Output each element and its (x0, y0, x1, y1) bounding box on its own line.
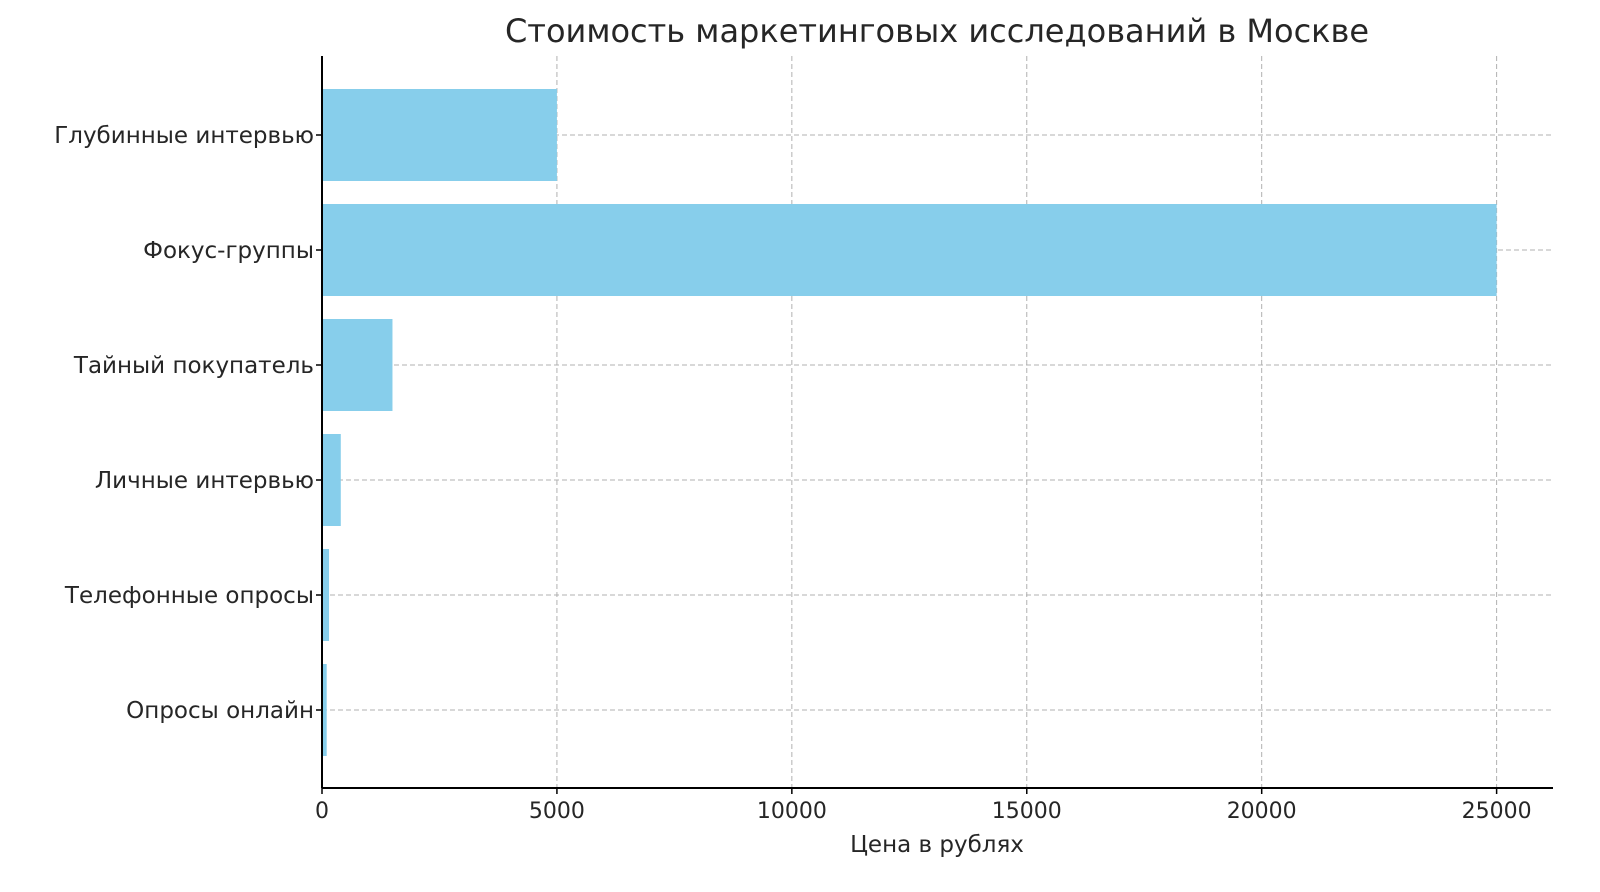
y-tick-label: Глубинные интервью (54, 123, 314, 149)
x-tick-label: 0 (315, 799, 329, 824)
y-tick-label: Опросы онлайн (126, 698, 314, 724)
x-tick-label: 20000 (1227, 799, 1297, 824)
bar (322, 204, 1497, 296)
bar (322, 434, 341, 526)
bar (322, 89, 557, 181)
x-tick-label: 5000 (529, 799, 585, 824)
y-tick-label: Телефонные опросы (64, 583, 314, 609)
x-tick-label: 15000 (992, 799, 1062, 824)
bar (322, 664, 327, 756)
y-tick-label: Тайный покупатель (73, 353, 314, 379)
x-axis-label: Цена в рублях (850, 832, 1024, 858)
bar (322, 319, 393, 411)
x-tick-label: 25000 (1462, 799, 1532, 824)
x-tick-label: 10000 (757, 799, 827, 824)
y-tick-label: Фокус-группы (143, 238, 314, 264)
y-tick-label: Личные интервью (95, 468, 314, 494)
chart-title: Стоимость маркетинговых исследований в М… (505, 12, 1369, 50)
bar (322, 549, 330, 641)
